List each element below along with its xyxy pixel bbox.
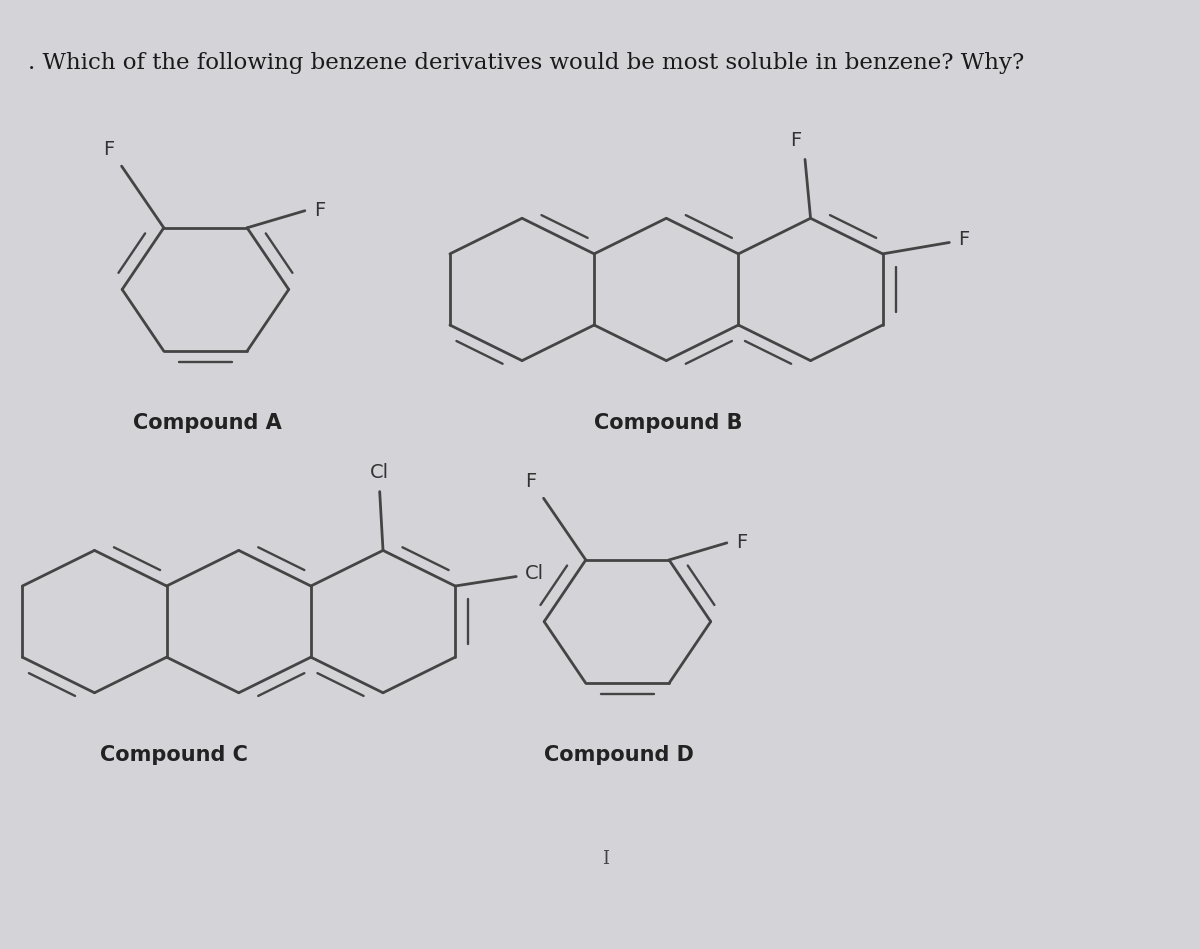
- Text: I: I: [601, 850, 608, 867]
- Text: Cl: Cl: [370, 463, 389, 482]
- Text: . Which of the following benzene derivatives would be most soluble in benzene? W: . Which of the following benzene derivat…: [28, 52, 1024, 74]
- Text: Cl: Cl: [526, 564, 545, 584]
- Text: F: F: [736, 533, 746, 552]
- Text: Compound A: Compound A: [133, 413, 282, 433]
- Text: F: F: [103, 140, 114, 158]
- Text: F: F: [791, 131, 802, 150]
- Text: F: F: [959, 230, 970, 250]
- Text: Compound D: Compound D: [544, 745, 694, 765]
- Text: Compound C: Compound C: [100, 745, 248, 765]
- Text: F: F: [524, 472, 536, 491]
- Text: F: F: [313, 201, 325, 220]
- Text: Compound B: Compound B: [594, 413, 743, 433]
